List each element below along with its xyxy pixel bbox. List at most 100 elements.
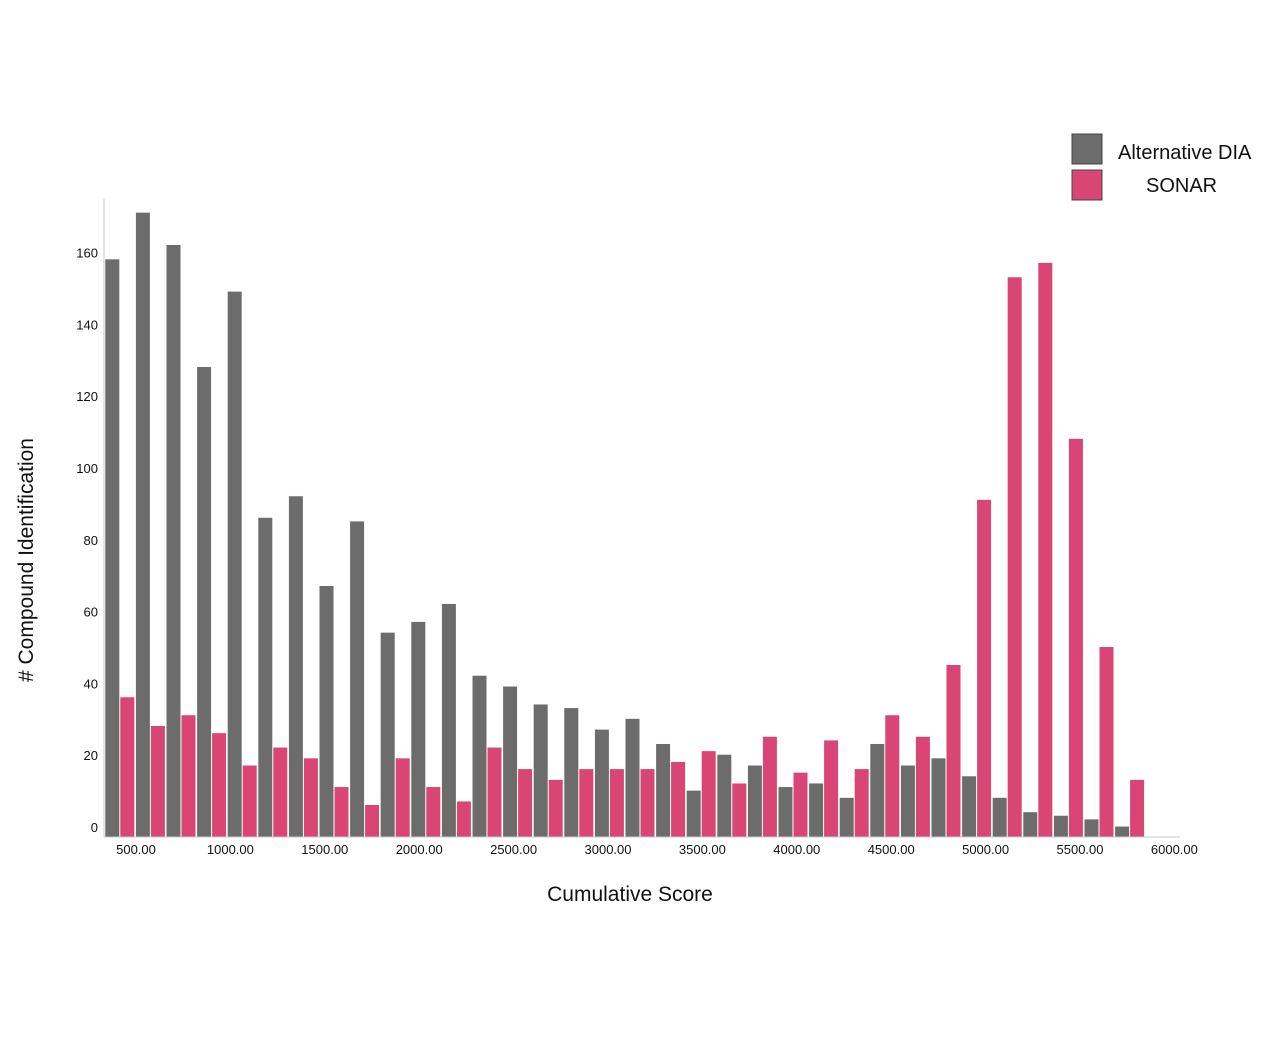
bar-alternative-dia-4 — [227, 291, 243, 838]
bar-sonar-20 — [731, 782, 747, 838]
bar-alternative-dia-7 — [318, 585, 335, 838]
bar-sonar-26 — [915, 736, 931, 838]
bar-alternative-dia-9 — [380, 632, 396, 838]
x-tick-label-5: 3000.00 — [585, 842, 632, 857]
legend-label-alternative-dia: Alternative DIA — [1118, 142, 1252, 164]
ticks-layer: 0 20 40 60 80 100 120 140 160 500.00 1000.00 1500.0… — [76, 246, 1198, 857]
y-tick-label-0: 0 — [91, 820, 98, 835]
bar-alternative-dia-20 — [716, 754, 732, 838]
bar-alternative-dia-33 — [1114, 825, 1130, 838]
bars-layer — [104, 212, 1145, 838]
bar-alternative-dia-10 — [410, 621, 426, 838]
bar-sonar-2 — [180, 714, 197, 838]
bar-alternative-dia-25 — [869, 743, 885, 838]
bar-alternative-dia-15 — [563, 707, 579, 838]
bar-alternative-dia-13 — [502, 685, 518, 838]
bar-sonar-14 — [548, 779, 564, 838]
bar-sonar-13 — [517, 768, 533, 838]
x-tick-label-7: 4000.00 — [773, 842, 820, 857]
bar-alternative-dia-12 — [471, 675, 488, 838]
bar-alternative-dia-24 — [839, 797, 855, 838]
bar-sonar-33 — [1129, 779, 1145, 838]
bar-sonar-3 — [211, 732, 227, 838]
bar-alternative-dia-18 — [655, 743, 671, 838]
legend: Alternative DIA SONAR — [1071, 133, 1252, 201]
x-tick-label-2: 1500.00 — [301, 842, 348, 857]
bar-alternative-dia-14 — [533, 703, 549, 838]
bar-alternative-dia-8 — [349, 520, 365, 838]
bar-alternative-dia-29 — [992, 797, 1008, 838]
bar-sonar-8 — [364, 804, 380, 838]
bar-alternative-dia-28 — [961, 775, 977, 838]
bar-sonar-27 — [945, 664, 962, 838]
bar-sonar-23 — [823, 739, 839, 838]
bar-alternative-dia-31 — [1053, 815, 1069, 838]
bar-sonar-17 — [639, 768, 656, 838]
bar-alternative-dia-27 — [930, 757, 947, 838]
y-tick-label-160: 160 — [76, 246, 98, 261]
bar-alternative-dia-21 — [747, 764, 763, 838]
bar-sonar-21 — [762, 736, 778, 838]
bar-alternative-dia-5 — [257, 517, 273, 838]
bar-alternative-dia-6 — [288, 495, 304, 838]
y-tick-label-40: 40 — [84, 676, 98, 691]
bar-sonar-7 — [333, 786, 350, 838]
bar-alternative-dia-30 — [1022, 811, 1038, 838]
x-axis-title: Cumulative Score — [547, 883, 713, 906]
bar-sonar-0 — [119, 696, 135, 838]
bar-sonar-6 — [303, 757, 319, 838]
bar-alternative-dia-0 — [104, 258, 120, 838]
y-tick-label-140: 140 — [76, 317, 98, 332]
bar-alternative-dia-23 — [808, 782, 824, 838]
bar-sonar-19 — [701, 750, 717, 838]
bar-alternative-dia-17 — [624, 718, 641, 838]
x-tick-label-3: 2000.00 — [396, 842, 443, 857]
bar-sonar-18 — [670, 761, 686, 838]
legend-label-sonar: SONAR — [1146, 175, 1217, 197]
bar-sonar-12 — [486, 746, 503, 838]
bar-alternative-dia-26 — [900, 764, 916, 838]
y-tick-label-120: 120 — [76, 389, 98, 404]
bar-alternative-dia-22 — [777, 786, 794, 838]
bar-alternative-dia-19 — [686, 790, 702, 838]
bar-sonar-28 — [976, 499, 992, 838]
bar-sonar-24 — [854, 768, 870, 838]
x-tick-label-9: 5000.00 — [962, 842, 1009, 857]
bar-alternative-dia-32 — [1083, 818, 1100, 838]
bar-sonar-31 — [1068, 438, 1084, 838]
y-tick-label-60: 60 — [84, 605, 98, 620]
x-tick-label-1: 1000.00 — [207, 842, 254, 857]
x-tick-label-11: 6000.00 — [1151, 842, 1198, 857]
bar-sonar-5 — [272, 746, 288, 838]
x-tick-label-6: 3500.00 — [679, 842, 726, 857]
bar-sonar-11 — [456, 800, 472, 838]
bar-alternative-dia-2 — [165, 244, 182, 838]
y-tick-label-20: 20 — [84, 748, 98, 763]
bar-sonar-9 — [395, 757, 411, 838]
bar-alternative-dia-11 — [441, 603, 457, 838]
y-axis-title: # Compound Identification — [15, 438, 38, 682]
bar-alternative-dia-3 — [196, 366, 212, 838]
x-tick-label-4: 2500.00 — [490, 842, 537, 857]
axes-layer — [103, 199, 1180, 838]
bar-sonar-29 — [1007, 276, 1023, 838]
x-tick-label-0: 500.00 — [116, 842, 156, 857]
bar-sonar-16 — [609, 768, 625, 838]
y-tick-label-80: 80 — [84, 533, 98, 548]
x-tick-label-10: 5500.00 — [1057, 842, 1104, 857]
bar-alternative-dia-1 — [135, 212, 151, 838]
y-tick-label-100: 100 — [76, 461, 98, 476]
bar-sonar-22 — [792, 772, 809, 838]
bar-sonar-10 — [425, 786, 441, 838]
bar-sonar-25 — [884, 714, 900, 838]
bar-sonar-30 — [1037, 262, 1053, 838]
bar-alternative-dia-16 — [594, 728, 610, 838]
bar-sonar-4 — [242, 764, 258, 838]
bar-sonar-1 — [150, 725, 166, 838]
legend-swatch-sonar — [1071, 169, 1103, 201]
legend-swatch-alternative-dia — [1071, 133, 1103, 165]
bar-sonar-32 — [1098, 646, 1115, 838]
x-tick-label-8: 4500.00 — [868, 842, 915, 857]
bar-sonar-15 — [578, 768, 594, 838]
